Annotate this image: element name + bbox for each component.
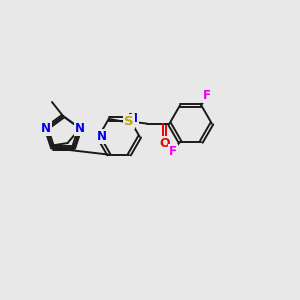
Text: N: N (128, 112, 138, 125)
Text: N: N (97, 130, 107, 143)
Text: S: S (124, 115, 134, 128)
Text: N: N (75, 122, 85, 135)
Text: N: N (41, 122, 51, 135)
Text: F: F (203, 89, 211, 102)
Text: F: F (169, 145, 177, 158)
Text: O: O (159, 136, 170, 149)
